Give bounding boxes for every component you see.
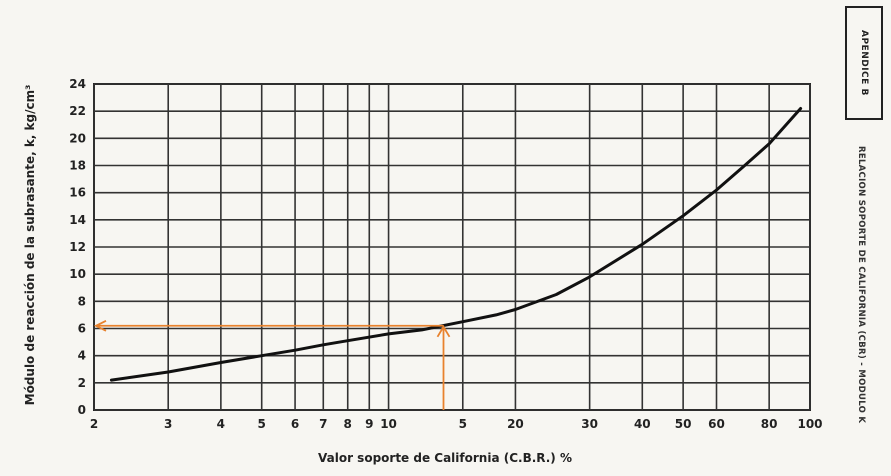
x-tick-label: 40 bbox=[634, 417, 651, 431]
x-tick-label: 80 bbox=[761, 417, 778, 431]
x-tick-label: 100 bbox=[797, 417, 822, 431]
x-tick-label: 7 bbox=[319, 417, 327, 431]
appendix-box: APENDICE B bbox=[845, 6, 883, 120]
y-tick-label: 16 bbox=[69, 186, 86, 200]
y-tick-label: 4 bbox=[78, 349, 86, 363]
appendix-label: APENDICE B bbox=[859, 30, 869, 96]
x-tick-label: 10 bbox=[380, 417, 397, 431]
annotation-up-arrow bbox=[436, 325, 451, 338]
chart-marks bbox=[93, 107, 803, 410]
y-tick-label: 24 bbox=[69, 77, 86, 91]
y-tick-label: 20 bbox=[69, 131, 86, 145]
y-tick-label: 18 bbox=[69, 159, 86, 173]
y-tick-label: 2 bbox=[78, 376, 86, 390]
x-tick-label: 6 bbox=[291, 417, 299, 431]
y-tick-label: 22 bbox=[69, 104, 86, 118]
y-axis-label: Módulo de reacción de la subrasante, k, … bbox=[23, 85, 37, 406]
y-tick-label: 12 bbox=[69, 240, 86, 254]
x-tick-label: 9 bbox=[365, 417, 373, 431]
x-tick-label: 30 bbox=[581, 417, 598, 431]
x-tick-label: 2 bbox=[90, 417, 98, 431]
x-tick-label: 50 bbox=[675, 417, 692, 431]
y-tick-label: 10 bbox=[69, 267, 86, 281]
chart-grid bbox=[93, 83, 811, 411]
x-tick-label: 20 bbox=[507, 417, 524, 431]
k-curve bbox=[109, 107, 803, 382]
y-tick-label: 6 bbox=[78, 322, 86, 336]
x-tick-labels: 2 3 4 5 6 7 8 9 10 5 20 30 40 50 60 80 100 bbox=[90, 417, 823, 431]
x-tick-label: 5 bbox=[459, 417, 467, 431]
x-tick-label: 60 bbox=[708, 417, 725, 431]
x-tick-label: 8 bbox=[344, 417, 352, 431]
y-tick-label: 14 bbox=[69, 213, 86, 227]
x-tick-label: 3 bbox=[164, 417, 172, 431]
x-tick-label: 4 bbox=[217, 417, 225, 431]
y-tick-label: 0 bbox=[78, 403, 86, 417]
side-caption: RELACION SOPORTE DE CALIFORNIA (CBR) - M… bbox=[856, 146, 866, 424]
annotation-left-arrow bbox=[93, 319, 107, 332]
x-axis-label: Valor soporte de California (C.B.R.) % bbox=[318, 451, 572, 465]
y-tick-label: 8 bbox=[78, 294, 86, 308]
x-tick-label: 5 bbox=[258, 417, 266, 431]
